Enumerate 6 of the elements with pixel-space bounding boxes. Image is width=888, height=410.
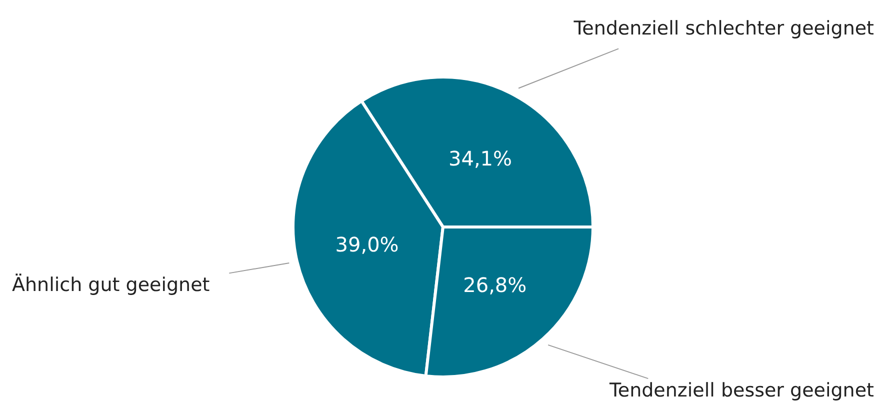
data-label: 34,1% — [448, 146, 512, 170]
data-label: 26,8% — [463, 273, 527, 298]
slice-label: Ähnlich gut geeignet — [12, 273, 210, 296]
slice-label: Tendenziell schlechter geeignet — [572, 18, 874, 40]
slice-label: Tendenziell besser geeignet — [608, 380, 874, 402]
data-label: 39,0% — [335, 232, 399, 257]
